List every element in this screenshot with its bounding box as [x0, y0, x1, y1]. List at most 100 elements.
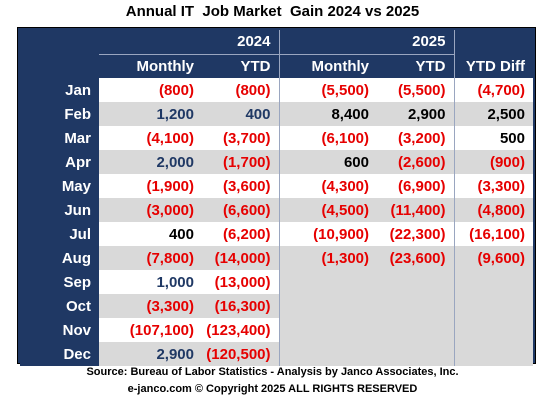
ytd-diff-cell: (4,700) [454, 78, 533, 102]
ytd-diff-header-spacer [454, 30, 533, 54]
month-label: May [20, 174, 99, 198]
copyright-note: e-janco.com © Copyright 2025 ALL RIGHTS … [127, 383, 418, 395]
monthly-2025-cell: (1,300) [279, 246, 377, 270]
ytd-2025-cell: (3,200) [377, 126, 455, 150]
table-row: Sep 1,000 (13,000) [20, 270, 533, 294]
monthly-2024-header: Monthly [99, 54, 202, 78]
monthly-2024-cell: (800) [99, 78, 202, 102]
monthly-2025-cell: 8,400 [279, 102, 377, 126]
table-row: Feb 1,200 400 8,400 2,900 2,500 [20, 102, 533, 126]
monthly-2024-cell: (3,300) [99, 294, 202, 318]
monthly-2025-cell: (4,500) [279, 198, 377, 222]
ytd-2025-cell: (6,900) [377, 174, 455, 198]
ytd-diff-header: YTD Diff [454, 54, 533, 78]
monthly-2025-cell: 600 [279, 150, 377, 174]
ytd-diff-cell [454, 342, 533, 366]
month-label: Jul [20, 222, 99, 246]
table-row: Dec 2,900 (120,500) [20, 342, 533, 366]
month-label: Jun [20, 198, 99, 222]
month-label: Jan [20, 78, 99, 102]
column-header-row: Monthly YTD Monthly YTD YTD Diff [20, 54, 533, 78]
ytd-2024-cell: (14,000) [202, 246, 280, 270]
month-label: Feb [20, 102, 99, 126]
ytd-2025-cell [377, 342, 455, 366]
ytd-2025-cell: (23,600) [377, 246, 455, 270]
ytd-2024-cell: (3,600) [202, 174, 280, 198]
ytd-2024-cell: (3,700) [202, 126, 280, 150]
year-header-row: 2024 2025 [20, 30, 533, 55]
month-label: Oct [20, 294, 99, 318]
ytd-2025-header: YTD [377, 54, 455, 78]
ytd-2025-cell [377, 270, 455, 294]
ytd-diff-cell [454, 270, 533, 294]
monthly-2024-cell: (4,100) [99, 126, 202, 150]
monthly-2024-cell: 2,900 [99, 342, 202, 366]
monthly-2025-cell [279, 270, 377, 294]
corner-cell-2 [20, 54, 99, 78]
source-note: Source: Bureau of Labor Statistics - Ana… [86, 366, 459, 378]
monthly-2024-cell: 2,000 [99, 150, 202, 174]
monthly-2025-header: Monthly [279, 54, 377, 78]
monthly-2025-cell [279, 342, 377, 366]
month-label: Apr [20, 150, 99, 174]
table-row: Jul 400 (6,200) (10,900) (22,300) (16,100) [20, 222, 533, 246]
ytd-diff-cell: (16,100) [454, 222, 533, 246]
monthly-2024-cell: 400 [99, 222, 202, 246]
table-row: Jun (3,000) (6,600) (4,500) (11,400) (4,800) [20, 198, 533, 222]
table-title: Annual IT Job Market Gain 2024 vs 2025 [125, 3, 420, 20]
monthly-2025-cell: (6,100) [279, 126, 377, 150]
corner-cell [20, 30, 99, 54]
monthly-2024-cell: 1,200 [99, 102, 202, 126]
ytd-2025-cell: (11,400) [377, 198, 455, 222]
table-row: Mar (4,100) (3,700) (6,100) (3,200) 500 [20, 126, 533, 150]
table-row: Aug (7,800) (14,000) (1,300) (23,600) (9,600) [20, 246, 533, 270]
job-market-table: 2024 2025 Monthly YTD Monthly YTD YTD Di… [20, 30, 533, 366]
monthly-2025-cell [279, 294, 377, 318]
ytd-diff-cell: (9,600) [454, 246, 533, 270]
ytd-2025-cell [377, 318, 455, 342]
ytd-2024-cell: (1,700) [202, 150, 280, 174]
monthly-2025-cell: (4,300) [279, 174, 377, 198]
table-row: Nov (107,100) (123,400) [20, 318, 533, 342]
table-row: Apr 2,000 (1,700) 600 (2,600) (900) [20, 150, 533, 174]
ytd-2024-cell: 400 [202, 102, 280, 126]
monthly-2025-cell: (5,500) [279, 78, 377, 102]
table-row: Oct (3,300) (16,300) [20, 294, 533, 318]
monthly-2025-cell: (10,900) [279, 222, 377, 246]
table-row: May (1,900) (3,600) (4,300) (6,900) (3,300) [20, 174, 533, 198]
ytd-diff-cell: (4,800) [454, 198, 533, 222]
monthly-2024-cell: (1,900) [99, 174, 202, 198]
monthly-2024-cell: (3,000) [99, 198, 202, 222]
monthly-2024-cell: (107,100) [99, 318, 202, 342]
ytd-2024-cell: (6,200) [202, 222, 280, 246]
ytd-2025-cell: (22,300) [377, 222, 455, 246]
ytd-2024-cell: (800) [202, 78, 280, 102]
ytd-diff-cell: 2,500 [454, 102, 533, 126]
ytd-2025-cell: (5,500) [377, 78, 455, 102]
month-label: Mar [20, 126, 99, 150]
ytd-2025-cell: (2,600) [377, 150, 455, 174]
ytd-diff-cell: 500 [454, 126, 533, 150]
ytd-diff-cell [454, 318, 533, 342]
ytd-diff-cell: (3,300) [454, 174, 533, 198]
ytd-2024-cell: (13,000) [202, 270, 280, 294]
ytd-2024-cell: (123,400) [202, 318, 280, 342]
month-label: Nov [20, 318, 99, 342]
monthly-2024-cell: (7,800) [99, 246, 202, 270]
ytd-2025-cell: 2,900 [377, 102, 455, 126]
ytd-2024-header: YTD [202, 54, 280, 78]
monthly-2024-cell: 1,000 [99, 270, 202, 294]
month-label: Aug [20, 246, 99, 270]
ytd-2025-cell [377, 294, 455, 318]
ytd-2024-cell: (120,500) [202, 342, 280, 366]
ytd-2024-cell: (16,300) [202, 294, 280, 318]
ytd-diff-cell: (900) [454, 150, 533, 174]
ytd-diff-cell [454, 294, 533, 318]
ytd-2024-cell: (6,600) [202, 198, 280, 222]
year-2024-header: 2024 [99, 30, 280, 55]
year-2025-header: 2025 [279, 30, 455, 55]
monthly-2025-cell [279, 318, 377, 342]
table-row: Jan (800) (800) (5,500) (5,500) (4,700) [20, 78, 533, 102]
month-label: Dec [20, 342, 99, 366]
month-label: Sep [20, 270, 99, 294]
